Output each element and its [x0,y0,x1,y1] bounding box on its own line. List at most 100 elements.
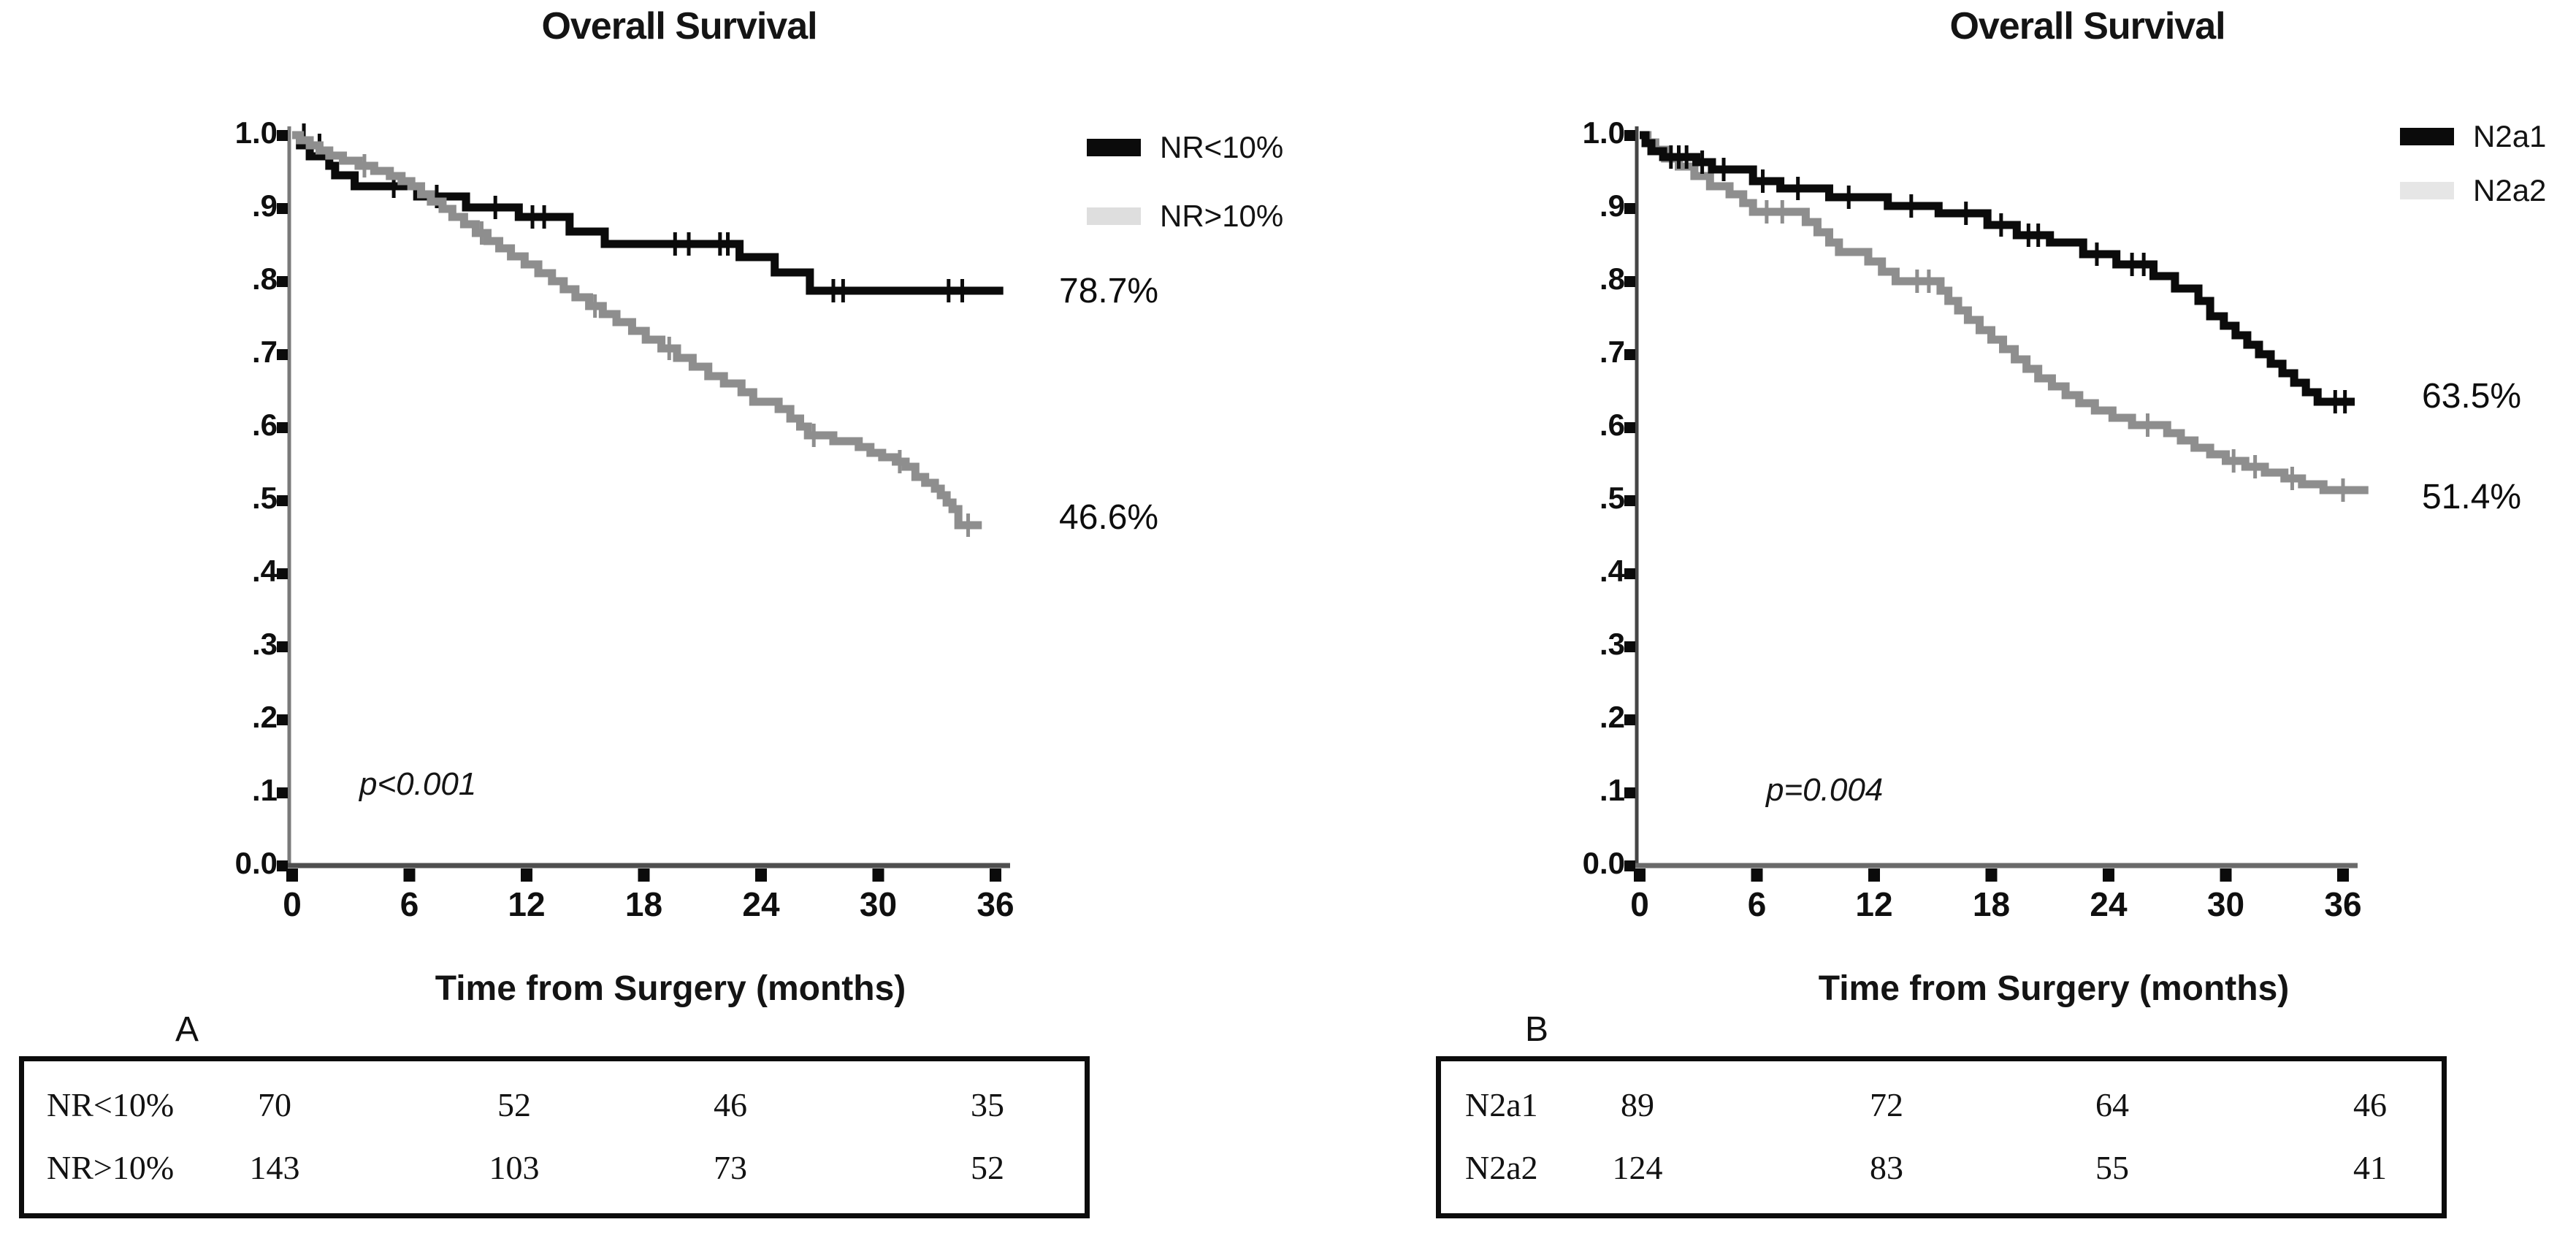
y-tick-label: .4 [251,554,278,588]
x-tick-label: 30 [859,885,898,923]
y-tick-label: .4 [1599,554,1625,588]
y-tick-label: .9 [251,188,278,223]
x-axis-tick [1751,868,1763,882]
y-axis-tick [1624,130,1635,141]
y-tick-label: .7 [251,335,278,369]
y-axis-tick [1624,860,1635,871]
risk-count: 103 [489,1149,540,1186]
y-axis-tick [1624,714,1635,725]
x-axis-tick [990,868,1001,882]
survival-curve [1640,131,2369,495]
risk-count: 73 [714,1149,747,1186]
risk-count: 52 [971,1149,1004,1186]
legend-label: NR>10% [1160,199,1284,233]
risk-table [19,1056,1090,1218]
risk-table [1436,1056,2447,1218]
risk-row-label: N2a2 [1465,1149,1538,1186]
x-axis-title: Time from Surgery (months) [435,969,906,1008]
x-tick-label: 12 [1855,885,1893,923]
y-axis-tick [277,276,288,287]
x-tick-label: 6 [400,885,419,923]
risk-count: 55 [2095,1149,2129,1186]
y-tick-label: .3 [1599,627,1625,661]
y-tick-label: .9 [1599,188,1625,223]
x-tick-label: 18 [1972,885,2011,923]
risk-count: 46 [714,1086,747,1123]
x-axis-tick [755,868,767,882]
x-axis-tick [1868,868,1880,882]
y-axis-tick [277,568,288,579]
y-tick-label: 1.0 [234,115,278,150]
risk-row-label: N2a1 [1465,1086,1538,1123]
x-axis-tick [2220,868,2232,882]
x-tick-label: 36 [976,885,1014,923]
y-tick-label: .6 [1599,408,1625,442]
legend-label: N2a1 [2473,119,2547,153]
legend-label: N2a2 [2473,173,2547,207]
risk-count: 64 [2095,1086,2129,1123]
x-axis-tick [638,868,650,882]
x-tick-label: 18 [624,885,663,923]
y-axis-tick [1624,568,1635,579]
legend-swatch [1087,207,1141,225]
legend-item: NR<10% [1087,130,1283,165]
survival-curve [292,131,982,530]
y-axis-tick [277,641,288,652]
chart-title: Overall Survival [1949,5,2225,47]
y-tick-label: .7 [1599,335,1625,369]
p-value-label: p<0.001 [359,766,477,802]
x-axis-tick [521,868,532,882]
x-tick-label: 24 [742,885,780,923]
y-axis-tick [1624,641,1635,652]
series-end-label: 46.6% [1059,498,1159,537]
x-tick-label: 24 [2090,885,2128,923]
risk-count: 72 [1870,1086,1903,1123]
y-axis-tick [277,349,288,360]
y-tick-label: .1 [1599,773,1625,807]
x-tick-label: 6 [1747,885,1767,923]
y-tick-label: 1.0 [1582,115,1625,150]
x-axis-tick [2103,868,2114,882]
y-axis-tick [1624,203,1635,214]
legend-item: N2a1 [2400,119,2546,154]
y-axis-tick [277,787,288,798]
legend-label: NR<10% [1160,130,1284,164]
y-tick-label: .8 [1599,261,1625,296]
x-tick-label: 30 [2206,885,2245,923]
x-axis-tick [403,868,416,882]
y-tick-label: 0.0 [234,846,278,880]
p-value-label: p=0.004 [1766,772,1884,808]
legend-swatch [1087,139,1141,156]
series-end-label: 63.5% [2422,377,2522,416]
y-axis-tick [277,203,288,214]
risk-count: 89 [1621,1086,1654,1123]
y-axis-tick [277,422,288,433]
chart-title: Overall Survival [541,5,817,47]
x-tick-label: 0 [1630,885,1649,923]
legend-item: NR>10% [1087,199,1283,234]
y-tick-label: .6 [251,408,278,442]
risk-count: 143 [249,1149,300,1186]
risk-row-label: NR<10% [47,1086,175,1123]
y-tick-label: .8 [251,261,278,296]
survival-curve [1640,131,2355,406]
risk-count: 46 [2353,1086,2387,1123]
risk-count: 83 [1870,1149,1903,1186]
x-tick-label: 36 [2324,885,2362,923]
y-axis-tick [277,860,288,871]
risk-count: 52 [497,1086,531,1123]
y-axis-tick [1624,276,1635,287]
x-tick-label: 0 [283,885,302,923]
series-end-label: 78.7% [1059,272,1159,310]
y-tick-label: .2 [251,700,278,734]
x-axis-tick [2337,868,2349,882]
y-axis-tick [1624,495,1635,506]
y-tick-label: .1 [251,773,278,807]
y-axis-tick [1624,349,1635,360]
y-axis-tick [277,495,288,506]
panel-letter: B [1525,1010,1549,1049]
